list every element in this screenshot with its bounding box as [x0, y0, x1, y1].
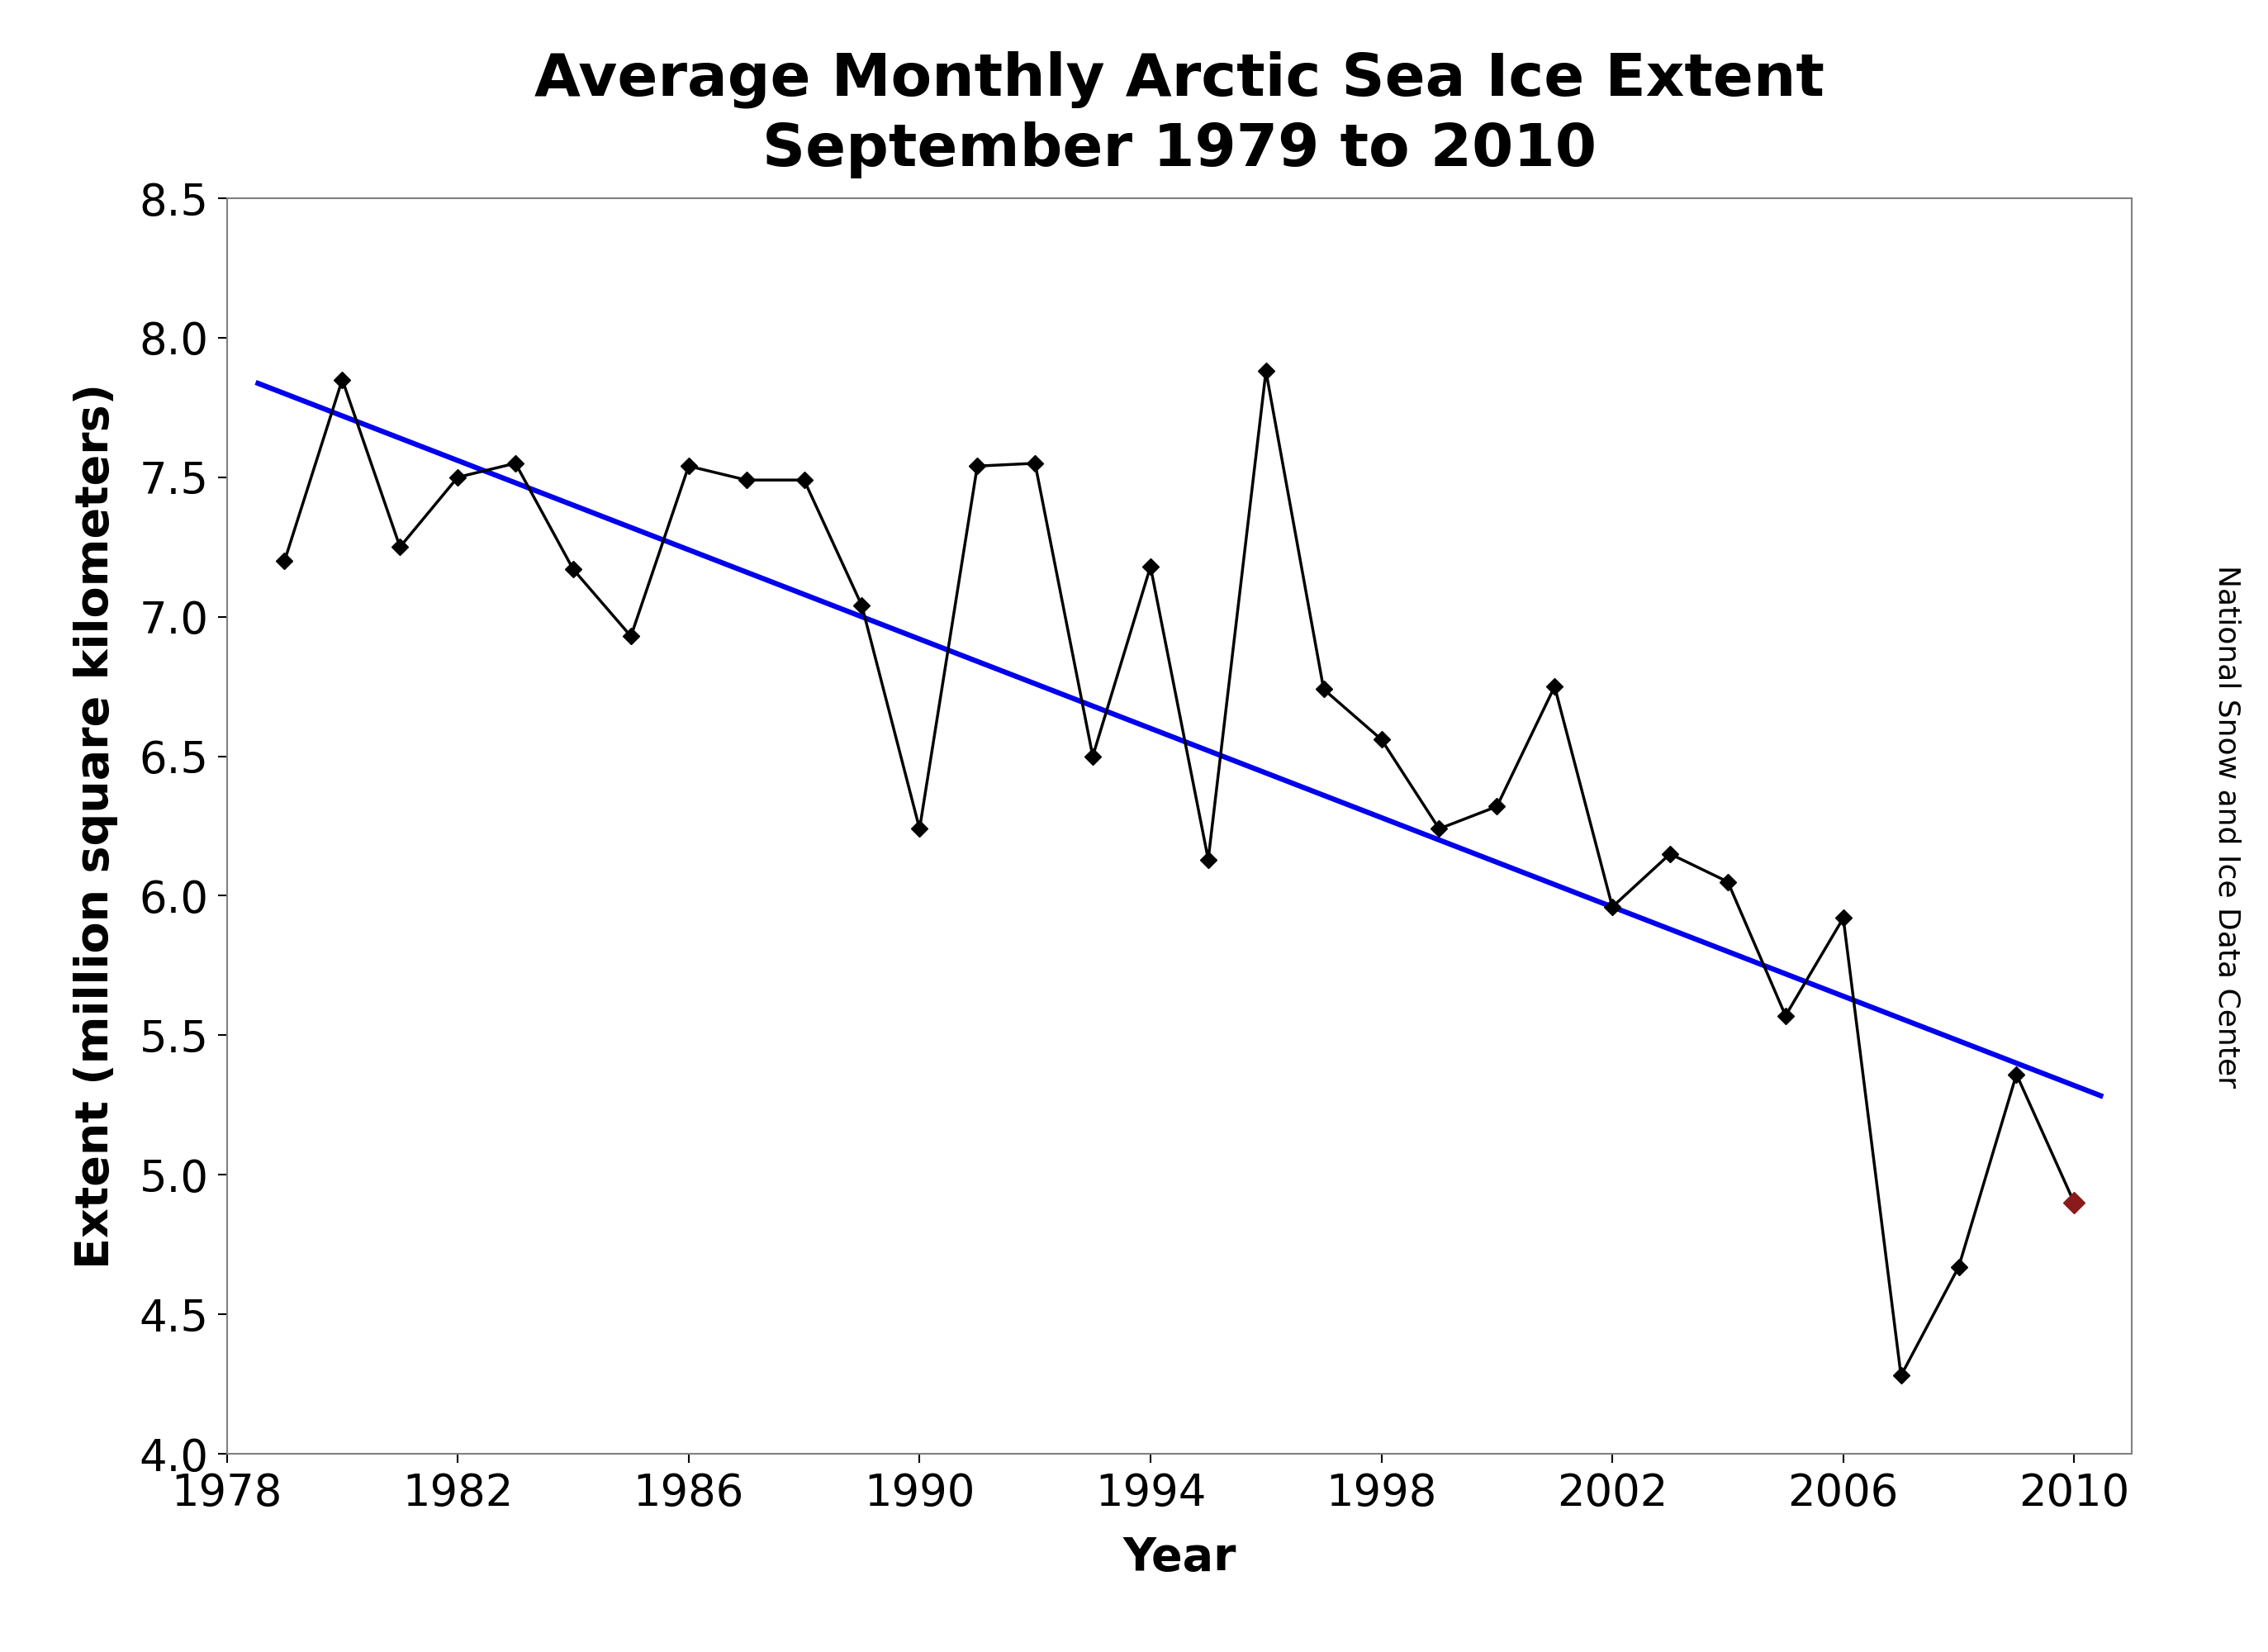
- X-axis label: Year: Year: [1123, 1536, 1236, 1581]
- Title: Average Monthly Arctic Sea Ice Extent
September 1979 to 2010: Average Monthly Arctic Sea Ice Extent Se…: [535, 51, 1823, 178]
- Y-axis label: Extent (million square kilometers): Extent (million square kilometers): [75, 383, 118, 1269]
- Text: National Snow and Ice Data Center: National Snow and Ice Data Center: [2214, 565, 2241, 1087]
